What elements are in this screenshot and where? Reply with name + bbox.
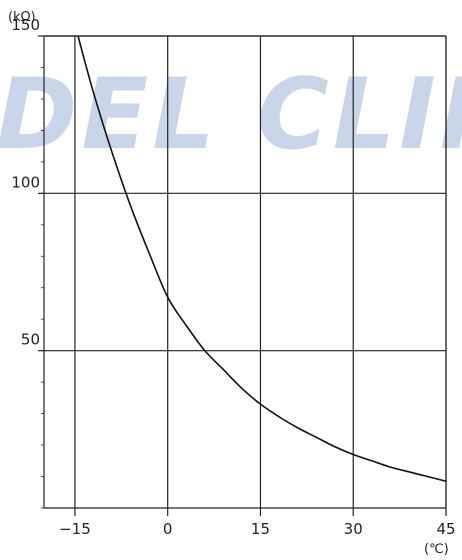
- x-tick-label: 45: [436, 520, 455, 538]
- y-tick-label: 150: [11, 16, 40, 34]
- tick-labels: −15 0 15 30 45 50 100 150: [11, 16, 455, 538]
- watermark: DEL CLIMA: [0, 58, 462, 172]
- x-tick-label: 30: [344, 520, 363, 538]
- x-tick-label: 0: [163, 520, 173, 538]
- x-tick-label: −15: [59, 520, 91, 538]
- x-tick-label: 15: [251, 520, 270, 538]
- curve-layer: [77, 35, 447, 483]
- y-unit-label: (kΩ): [8, 10, 36, 25]
- watermark-text: DEL CLIMA: [0, 58, 462, 172]
- y-tick-label: 50: [21, 331, 40, 349]
- y-tick-label: 100: [11, 173, 40, 191]
- series-line-0: [77, 35, 447, 483]
- grid: [38, 35, 447, 516]
- x-unit-label: (℃): [424, 542, 449, 557]
